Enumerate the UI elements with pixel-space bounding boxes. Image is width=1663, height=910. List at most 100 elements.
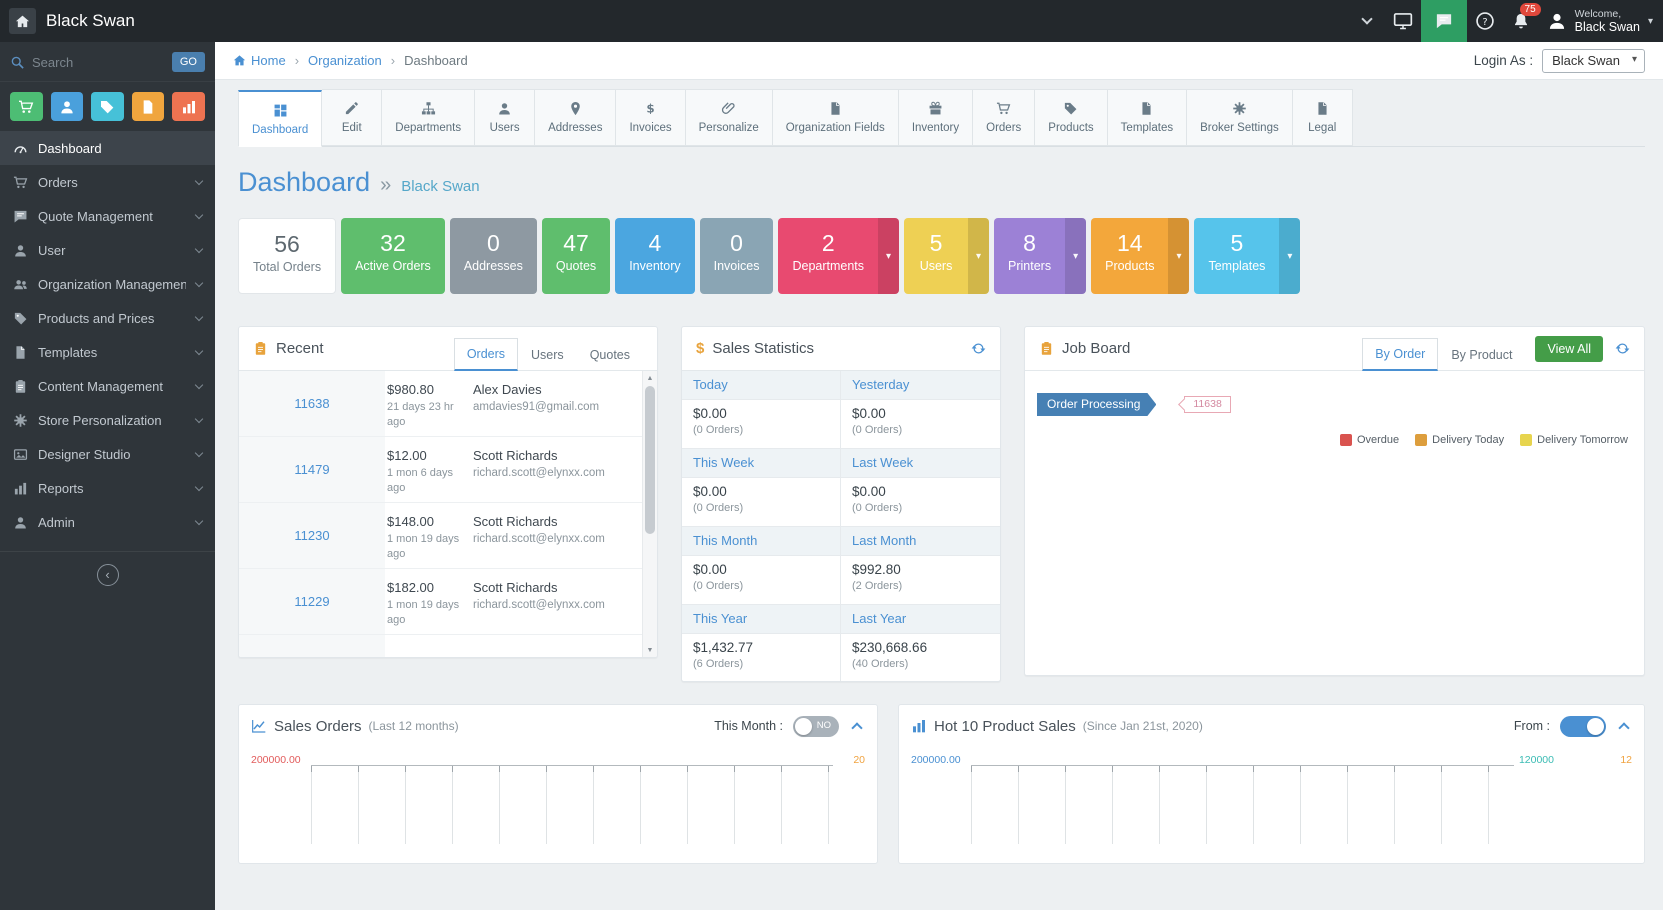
stat-tile-total-orders[interactable]: 56 Total Orders <box>238 218 337 294</box>
sidebar-item-store-personalization[interactable]: Store Personalization <box>0 403 215 437</box>
scrollbar-thumb[interactable] <box>645 386 655 534</box>
tab-edit[interactable]: Edit <box>322 89 383 146</box>
sidebar-item-content-management[interactable]: Content Management <box>0 369 215 403</box>
user-menu[interactable]: Welcome, Black Swan ▾ <box>1539 8 1663 34</box>
order-amount: $980.80 <box>387 382 434 397</box>
sales-orders-header: Sales Orders (Last 12 months) This Month… <box>239 705 877 747</box>
tab-products[interactable]: Products <box>1035 89 1108 146</box>
login-as-select[interactable]: Black Swan ▾ <box>1542 48 1645 73</box>
recent-tab-users[interactable]: Users <box>531 347 564 362</box>
sidebar-item-organization-management[interactable]: Organization Management <box>0 267 215 301</box>
sidebar-collapse-button[interactable]: ‹ <box>96 564 119 586</box>
scroll-up-arrow[interactable]: ▲ <box>646 374 654 382</box>
stat-tile-products[interactable]: 14 Products ▾ <box>1091 218 1190 294</box>
tab-departments[interactable]: Departments <box>382 89 476 146</box>
stat-tile-users[interactable]: 5 Users ▾ <box>904 218 990 294</box>
notifications-button[interactable]: 75 <box>1503 0 1541 42</box>
sidebar-item-orders[interactable]: Orders <box>0 165 215 199</box>
recent-tab-quotes[interactable]: Quotes <box>589 347 630 362</box>
quick-templates-button[interactable] <box>131 92 165 121</box>
home-button[interactable] <box>9 8 36 34</box>
sales-statistics-panel: $ Sales Statistics Today Yesterday $0.00… <box>681 326 1001 682</box>
tab-orders[interactable]: Orders <box>973 89 1036 146</box>
stat-tile-printers[interactable]: 8 Printers ▾ <box>994 218 1087 294</box>
tile-dropdown-caret[interactable]: ▾ <box>1065 218 1087 294</box>
stat-tile-active-orders[interactable]: 32 Active Orders <box>341 218 445 294</box>
tab-legal[interactable]: Legal <box>1292 89 1353 146</box>
tab-broker-settings[interactable]: Broker Settings <box>1187 89 1293 146</box>
stat-period-label: Yesterday <box>841 371 1000 400</box>
stat-tile-templates[interactable]: 5 Templates ▾ <box>1194 218 1301 294</box>
topbar-more-button[interactable] <box>1349 0 1385 42</box>
sidebar: GO Dashboard Orders Quote Management <box>0 42 215 910</box>
stat-tile-departments[interactable]: 2 Departments ▾ <box>778 218 900 294</box>
tab-personalize[interactable]: Personalize <box>685 89 773 146</box>
view-all-button[interactable]: View All <box>1535 335 1603 362</box>
collapse-panel-chevron[interactable] <box>851 722 863 734</box>
tile-dropdown-caret[interactable]: ▾ <box>1279 218 1301 294</box>
refresh-button[interactable] <box>1615 341 1630 356</box>
hot-products-title: Hot 10 Product Sales <box>934 717 1076 735</box>
sidebar-item-reports[interactable]: Reports <box>0 471 215 505</box>
quick-products-button[interactable] <box>91 92 124 121</box>
tab-inventory[interactable]: Inventory <box>898 89 974 146</box>
dashboard-panels: Recent Orders Users Quotes 11638 $980.80… <box>238 326 1645 682</box>
refresh-icon <box>971 341 986 356</box>
collapse-panel-chevron[interactable] <box>1618 722 1630 734</box>
stat-tile-inventory[interactable]: 4 Inventory <box>615 218 695 294</box>
y-axis-right-label: 20 <box>853 754 865 766</box>
quick-orders-button[interactable] <box>10 92 43 121</box>
stat-tile-invoices[interactable]: 0 Invoices <box>699 218 774 294</box>
job-board-tab-by-order[interactable]: By Order <box>1362 338 1439 371</box>
refresh-button[interactable] <box>971 341 986 356</box>
tab-addresses[interactable]: Addresses <box>535 89 617 146</box>
help-button[interactable] <box>1467 0 1503 42</box>
search-input[interactable] <box>32 54 165 70</box>
tab-invoices[interactable]: Invoices <box>616 89 686 146</box>
sidebar-item-user[interactable]: User <box>0 233 215 267</box>
sidebar-item-dashboard[interactable]: Dashboard <box>0 131 215 165</box>
tab-users[interactable]: Users <box>475 89 536 146</box>
sidebar-item-designer-studio[interactable]: Designer Studio <box>0 437 215 471</box>
scroll-down-arrow[interactable]: ▼ <box>646 646 654 654</box>
chat-button[interactable] <box>1420 0 1467 42</box>
job-number-tag[interactable]: 11638 <box>1184 396 1231 413</box>
order-link[interactable]: 11229 <box>294 594 330 609</box>
job-board-header: Job Board By Order By Product View All <box>1025 327 1644 371</box>
breadcrumb-organization[interactable]: Organization <box>308 53 382 68</box>
page-title-separator: » <box>380 174 392 196</box>
sidebar-item-products-and-prices[interactable]: Products and Prices <box>0 301 215 335</box>
recent-tab-orders[interactable]: Orders <box>453 338 519 371</box>
toggle-knob <box>795 717 812 735</box>
sidebar-item-admin[interactable]: Admin <box>0 505 215 539</box>
quick-reports-button[interactable] <box>172 92 205 121</box>
sidebar-item-quote-management[interactable]: Quote Management <box>0 199 215 233</box>
order-age: 1 mon 19 days ago <box>387 599 460 626</box>
search-go-button[interactable]: GO <box>171 52 205 72</box>
quick-users-button[interactable] <box>50 92 84 121</box>
order-link[interactable]: 11638 <box>294 396 330 411</box>
order-link[interactable]: 11479 <box>294 462 330 477</box>
welcome-text: Welcome, Black Swan <box>1574 7 1640 34</box>
cart-icon <box>13 175 28 190</box>
order-amount: $182.00 <box>387 580 434 595</box>
tile-dropdown-caret[interactable]: ▾ <box>878 218 900 294</box>
tab-dashboard[interactable]: Dashboard <box>238 90 323 147</box>
monitor-button[interactable] <box>1385 0 1421 42</box>
tab-organization-fields[interactable]: Organization Fields <box>772 89 899 146</box>
this-month-toggle[interactable]: NO <box>793 715 839 737</box>
stat-tile-quotes[interactable]: 47 Quotes <box>541 218 611 294</box>
stat-tile-addresses[interactable]: 0 Addresses <box>449 218 537 294</box>
delivery-today-legend-swatch <box>1415 434 1428 446</box>
tile-dropdown-caret[interactable]: ▾ <box>968 218 990 294</box>
tab-templates[interactable]: Templates <box>1107 89 1188 146</box>
topbar-brand-area: Black Swan <box>0 8 215 34</box>
sidebar-item-templates[interactable]: Templates <box>0 335 215 369</box>
job-board-tab-by-product[interactable]: By Product <box>1451 347 1513 362</box>
breadcrumb-home[interactable]: Home <box>233 53 286 68</box>
scrollbar[interactable]: ▲ ▼ <box>642 371 657 657</box>
stat-order-count: (0 Orders) <box>693 580 744 592</box>
order-link[interactable]: 11230 <box>294 528 330 543</box>
from-toggle[interactable] <box>1560 715 1606 737</box>
tile-dropdown-caret[interactable]: ▾ <box>1168 218 1190 294</box>
